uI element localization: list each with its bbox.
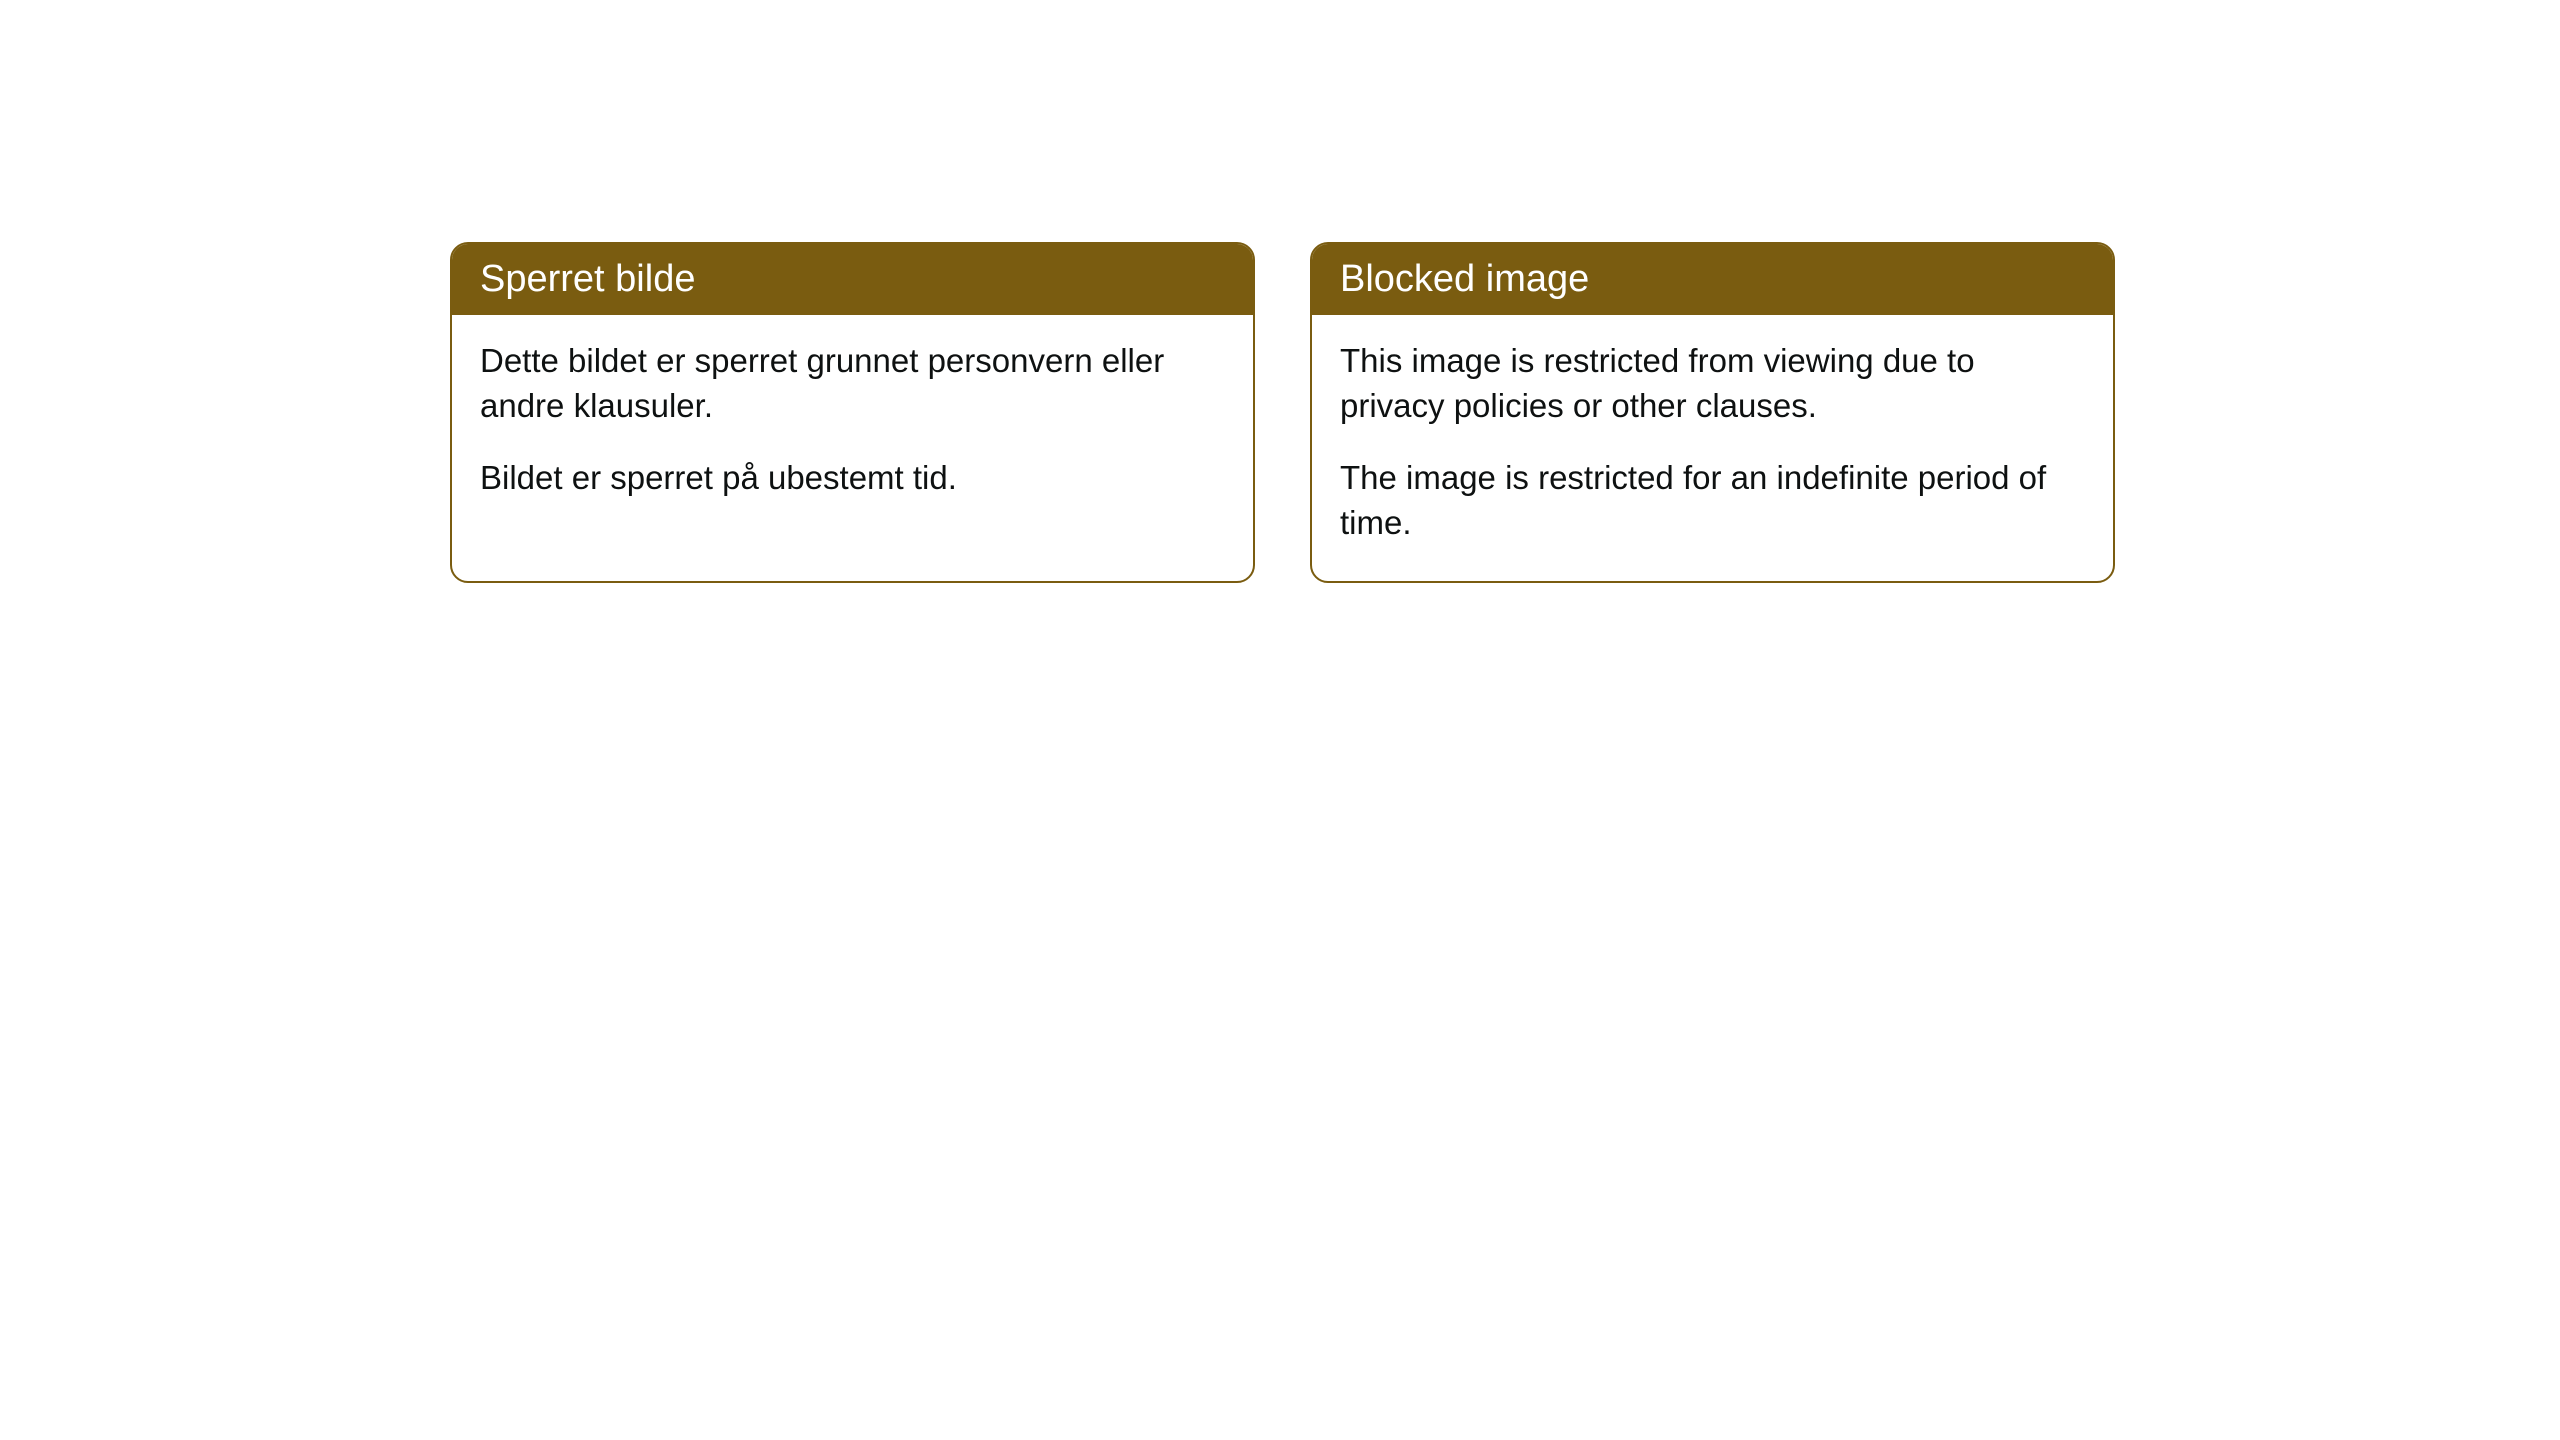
card-title: Sperret bilde bbox=[452, 244, 1253, 315]
card-paragraph: The image is restricted for an indefinit… bbox=[1340, 456, 2085, 545]
card-paragraph: Bildet er sperret på ubestemt tid. bbox=[480, 456, 1225, 501]
card-body: This image is restricted from viewing du… bbox=[1312, 315, 2113, 581]
card-paragraph: This image is restricted from viewing du… bbox=[1340, 339, 2085, 428]
card-body: Dette bildet er sperret grunnet personve… bbox=[452, 315, 1253, 537]
notice-card-english: Blocked image This image is restricted f… bbox=[1310, 242, 2115, 583]
notice-cards-container: Sperret bilde Dette bildet er sperret gr… bbox=[450, 242, 2115, 583]
card-title: Blocked image bbox=[1312, 244, 2113, 315]
notice-card-norwegian: Sperret bilde Dette bildet er sperret gr… bbox=[450, 242, 1255, 583]
card-paragraph: Dette bildet er sperret grunnet personve… bbox=[480, 339, 1225, 428]
